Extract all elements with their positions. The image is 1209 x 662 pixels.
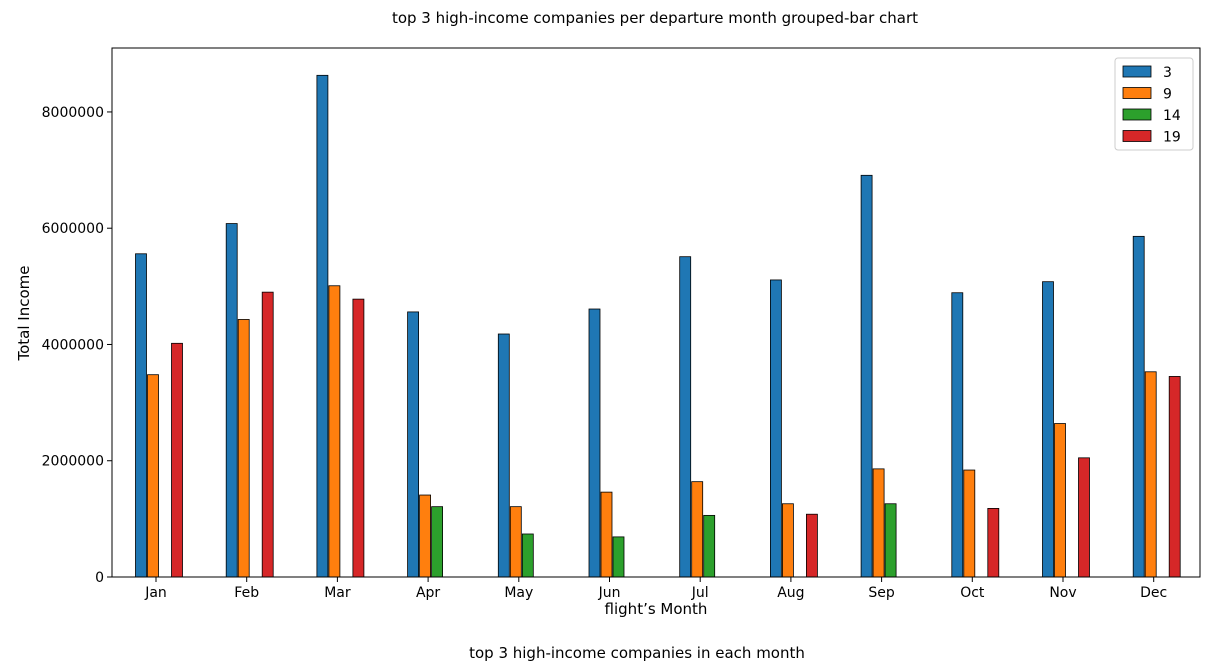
x-tick-label: Oct [960, 585, 985, 601]
legend-swatch-series-9 [1122, 87, 1152, 99]
y-tick-label: 2000000 [42, 454, 104, 470]
x-axis-label: flight’s Month [605, 600, 708, 618]
bar-jun-series-14 [612, 536, 625, 578]
y-axis: 0 2000000 4000000 6000000 8000000 [42, 105, 112, 586]
bar-nov-series-19 [1078, 457, 1090, 578]
bar-aug-series-3 [770, 279, 782, 578]
bar-jun-series-3 [588, 308, 601, 578]
bar-sep-series-3 [860, 174, 873, 578]
bar-aug-series-19 [806, 513, 818, 578]
bar-apr-series-9 [419, 494, 432, 578]
chart-title: top 3 high-income companies per departur… [392, 9, 918, 27]
legend-swatch-series-19 [1122, 130, 1152, 142]
y-tick-label: 8000000 [42, 105, 104, 121]
bar-may-series-9 [509, 506, 522, 578]
legend-label-series-9: 9 [1163, 87, 1172, 103]
x-tick-label: Feb [234, 585, 259, 601]
bar-jun-series-9 [600, 491, 613, 578]
x-tick-label: Sep [868, 585, 895, 601]
bar-feb-series-3 [225, 223, 238, 578]
bar-sep-series-14 [884, 503, 897, 578]
bar-oct-series-9 [963, 469, 976, 578]
bar-jul-series-9 [691, 481, 704, 578]
bar-nov-series-3 [1042, 281, 1054, 578]
legend-label-series-19: 19 [1163, 130, 1181, 146]
bar-nov-series-9 [1054, 423, 1066, 578]
x-tick-label: Mar [324, 585, 351, 601]
bar-dec-series-3 [1132, 235, 1145, 578]
plot-frame [111, 47, 1201, 578]
x-tick-label: Jul [691, 585, 709, 601]
bar-jan-series-3 [135, 253, 147, 578]
x-tick-label: May [504, 585, 533, 601]
x-tick-label: Jan [144, 585, 167, 601]
bar-aug-series-9 [782, 503, 794, 578]
y-tick-label: 0 [95, 570, 104, 586]
bar-oct-series-3 [951, 292, 964, 578]
bar-jan-series-19 [171, 342, 183, 578]
bar-dec-series-9 [1144, 371, 1157, 578]
x-tick-label: Dec [1140, 585, 1167, 601]
x-tick-label: Jun [598, 585, 621, 601]
y-tick-label: 4000000 [42, 337, 104, 353]
bar-mar-series-9 [328, 285, 341, 578]
x-tick-label: Apr [416, 585, 440, 601]
bar-jul-series-3 [679, 256, 692, 578]
x-tick-label: Nov [1049, 585, 1076, 601]
chart-caption: top 3 high-income companies in each mont… [469, 644, 805, 662]
bar-oct-series-19 [987, 508, 1000, 578]
legend-swatch-series-14 [1122, 108, 1152, 121]
bar-may-series-3 [497, 333, 510, 578]
x-tick-label: Aug [777, 585, 804, 601]
bars-layer [135, 74, 1181, 578]
legend: 3 9 14 19 [1114, 57, 1194, 151]
bar-feb-series-19 [261, 291, 274, 578]
bar-apr-series-14 [431, 506, 444, 578]
bar-mar-series-19 [352, 298, 365, 578]
bar-jul-series-14 [703, 514, 716, 578]
y-axis-label: Total Income [15, 266, 33, 362]
bar-apr-series-3 [407, 311, 420, 578]
legend-box [1114, 57, 1194, 151]
legend-label-series-3: 3 [1163, 65, 1172, 81]
bar-sep-series-9 [872, 468, 885, 578]
bar-jan-series-9 [147, 374, 159, 578]
bar-feb-series-9 [237, 319, 250, 578]
bar-dec-series-19 [1168, 376, 1181, 578]
bar-may-series-14 [521, 533, 534, 578]
y-tick-label: 6000000 [42, 221, 104, 237]
legend-label-series-14: 14 [1163, 108, 1181, 124]
legend-swatch-series-3 [1122, 65, 1152, 78]
x-axis: Jan Feb Mar Apr May Jun Jul Aug Sep Oct Nov Dec [144, 577, 1167, 601]
bar-mar-series-3 [316, 74, 329, 578]
